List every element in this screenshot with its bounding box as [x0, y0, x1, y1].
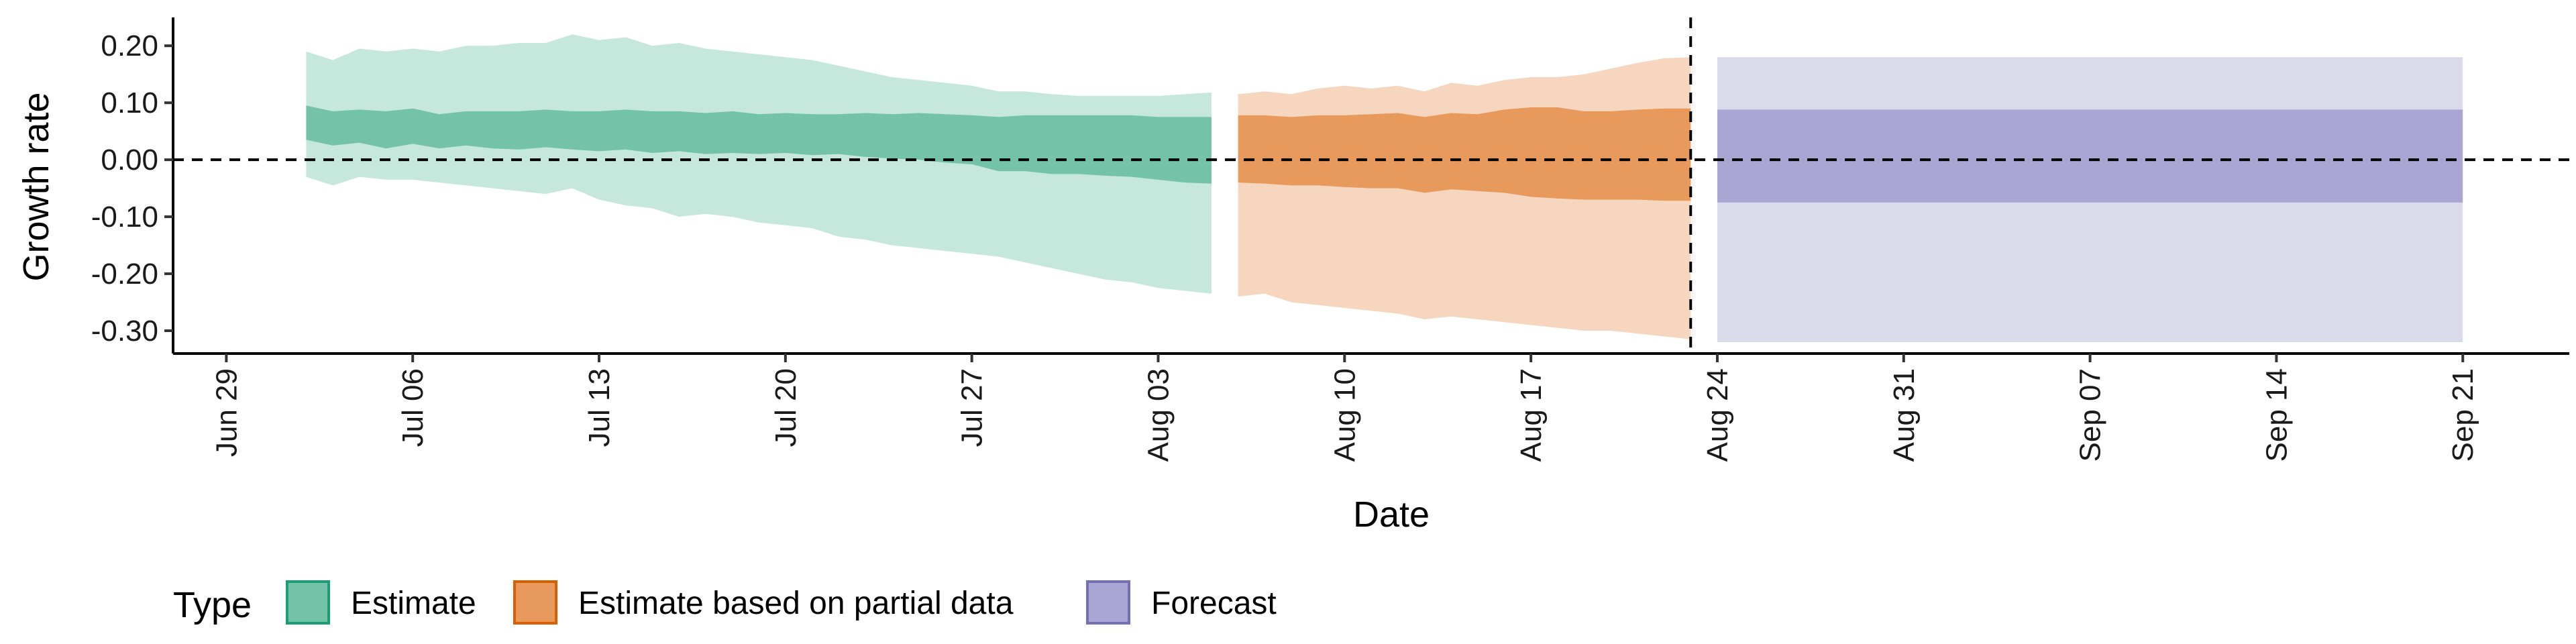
- x-tick-label: Aug 03: [1142, 368, 1175, 462]
- x-tick-label: Jul 20: [769, 368, 802, 447]
- x-tick-label: Aug 10: [1328, 368, 1361, 462]
- legend-key-estimate-based-on-partial-data: [515, 582, 556, 623]
- legend-title: Type: [173, 585, 252, 625]
- y-axis-title: Growth rate: [16, 92, 56, 281]
- x-tick-label: Aug 31: [1888, 368, 1921, 462]
- legend-label-estimate-based-on-partial-data: Estimate based on partial data: [578, 586, 1014, 621]
- legend-label-estimate: Estimate: [351, 586, 476, 621]
- y-tick-label: 0.10: [101, 87, 158, 119]
- y-tick-label: 0.20: [101, 30, 158, 62]
- x-tick-label: Jun 29: [210, 368, 243, 457]
- chart-bands: [306, 34, 2463, 342]
- y-tick-label: -0.20: [91, 258, 158, 290]
- y-tick-label: -0.30: [91, 315, 158, 347]
- x-tick-label: Jul 13: [583, 368, 616, 447]
- x-tick-label: Jul 27: [956, 368, 989, 447]
- y-tick-label: 0.00: [101, 144, 158, 176]
- x-tick-label: Sep 21: [2447, 368, 2479, 462]
- legend-key-estimate: [287, 582, 329, 623]
- x-tick-label: Aug 24: [1701, 368, 1734, 462]
- legend-label-forecast: Forecast: [1151, 586, 1277, 621]
- legend: Type Estimate Estimate based on partial d…: [173, 582, 1277, 625]
- y-tick-label: -0.10: [91, 201, 158, 233]
- forecast-band-50: [1717, 109, 2463, 203]
- x-tick-label: Sep 14: [2260, 368, 2293, 462]
- legend-key-forecast: [1087, 582, 1129, 623]
- x-axis-title: Date: [1353, 494, 1430, 535]
- x-tick-label: Aug 17: [1515, 368, 1548, 462]
- x-tick-label: Sep 07: [2074, 368, 2107, 462]
- x-tick-label: Jul 06: [396, 368, 429, 447]
